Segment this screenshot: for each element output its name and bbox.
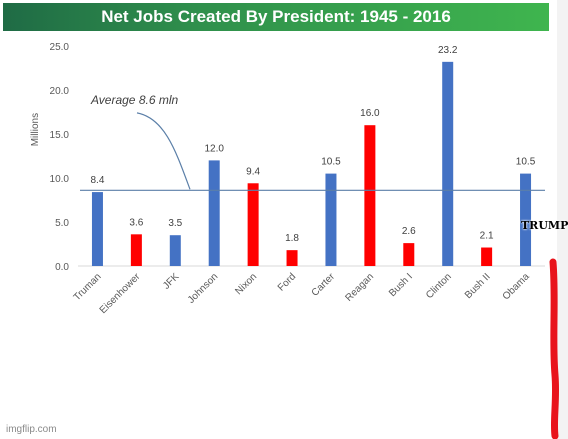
bar-obama — [520, 173, 532, 266]
chart-title: Net Jobs Created By President: 1945 - 20… — [101, 7, 451, 26]
bar-value-label: 9.4 — [246, 166, 260, 177]
category-label: Ford — [276, 271, 298, 293]
bar-value-label: 3.5 — [168, 218, 182, 229]
bar-johnson — [208, 160, 220, 266]
category-label: Bush I — [387, 271, 415, 299]
bar-reagan — [364, 125, 376, 266]
watermark: imgflip.com — [6, 424, 57, 435]
bar-eisenhower — [130, 234, 142, 266]
bar-value-label: 8.4 — [91, 175, 105, 186]
y-tick-label: 15.0 — [50, 130, 70, 141]
category-label: Eisenhower — [98, 271, 143, 316]
title-bar: Net Jobs Created By President: 1945 - 20… — [3, 3, 549, 31]
bar-value-label: 3.6 — [129, 217, 143, 228]
bar-bush-ii — [481, 247, 493, 266]
category-label: JFK — [161, 271, 182, 292]
bar-nixon — [247, 183, 259, 266]
y-tick-label: 10.0 — [50, 174, 70, 185]
bar-value-label: 1.8 — [285, 233, 299, 244]
bar-value-label: 23.2 — [438, 45, 458, 56]
category-label: Obama — [501, 271, 532, 302]
bar-value-label: 10.5 — [321, 157, 341, 168]
trump-label: TRUMP — [521, 219, 568, 232]
y-tick-label: 5.0 — [55, 218, 69, 229]
average-label: Average 8.6 mln — [90, 93, 178, 107]
y-tick-label: 20.0 — [50, 86, 70, 97]
category-label: Truman — [72, 271, 104, 303]
category-label: Reagan — [343, 271, 376, 304]
category-label: Johnson — [186, 271, 221, 306]
bar-carter — [325, 173, 337, 266]
bar-ford — [286, 250, 298, 266]
bar-value-label: 16.0 — [360, 108, 380, 119]
chart-panel — [3, 3, 549, 331]
category-label: Clinton — [424, 271, 454, 301]
bar-clinton — [442, 61, 454, 267]
y-tick-label: 25.0 — [50, 42, 70, 53]
right-edge-strip — [557, 0, 568, 439]
bar-jfk — [169, 235, 181, 266]
bar-truman — [91, 192, 103, 266]
category-label: Bush II — [463, 271, 493, 301]
average-callout-line — [136, 112, 191, 190]
category-label: Carter — [310, 271, 338, 299]
category-label: Nixon — [233, 271, 259, 297]
bar-value-label: 10.5 — [516, 157, 536, 168]
bar-value-label: 12.0 — [204, 143, 224, 154]
bar-bush-i — [403, 243, 415, 266]
y-axis-label: Millions — [30, 113, 41, 146]
y-tick-label: 0.0 — [55, 262, 69, 273]
bar-value-label: 2.1 — [480, 231, 494, 242]
bar-value-label: 2.6 — [402, 226, 416, 237]
